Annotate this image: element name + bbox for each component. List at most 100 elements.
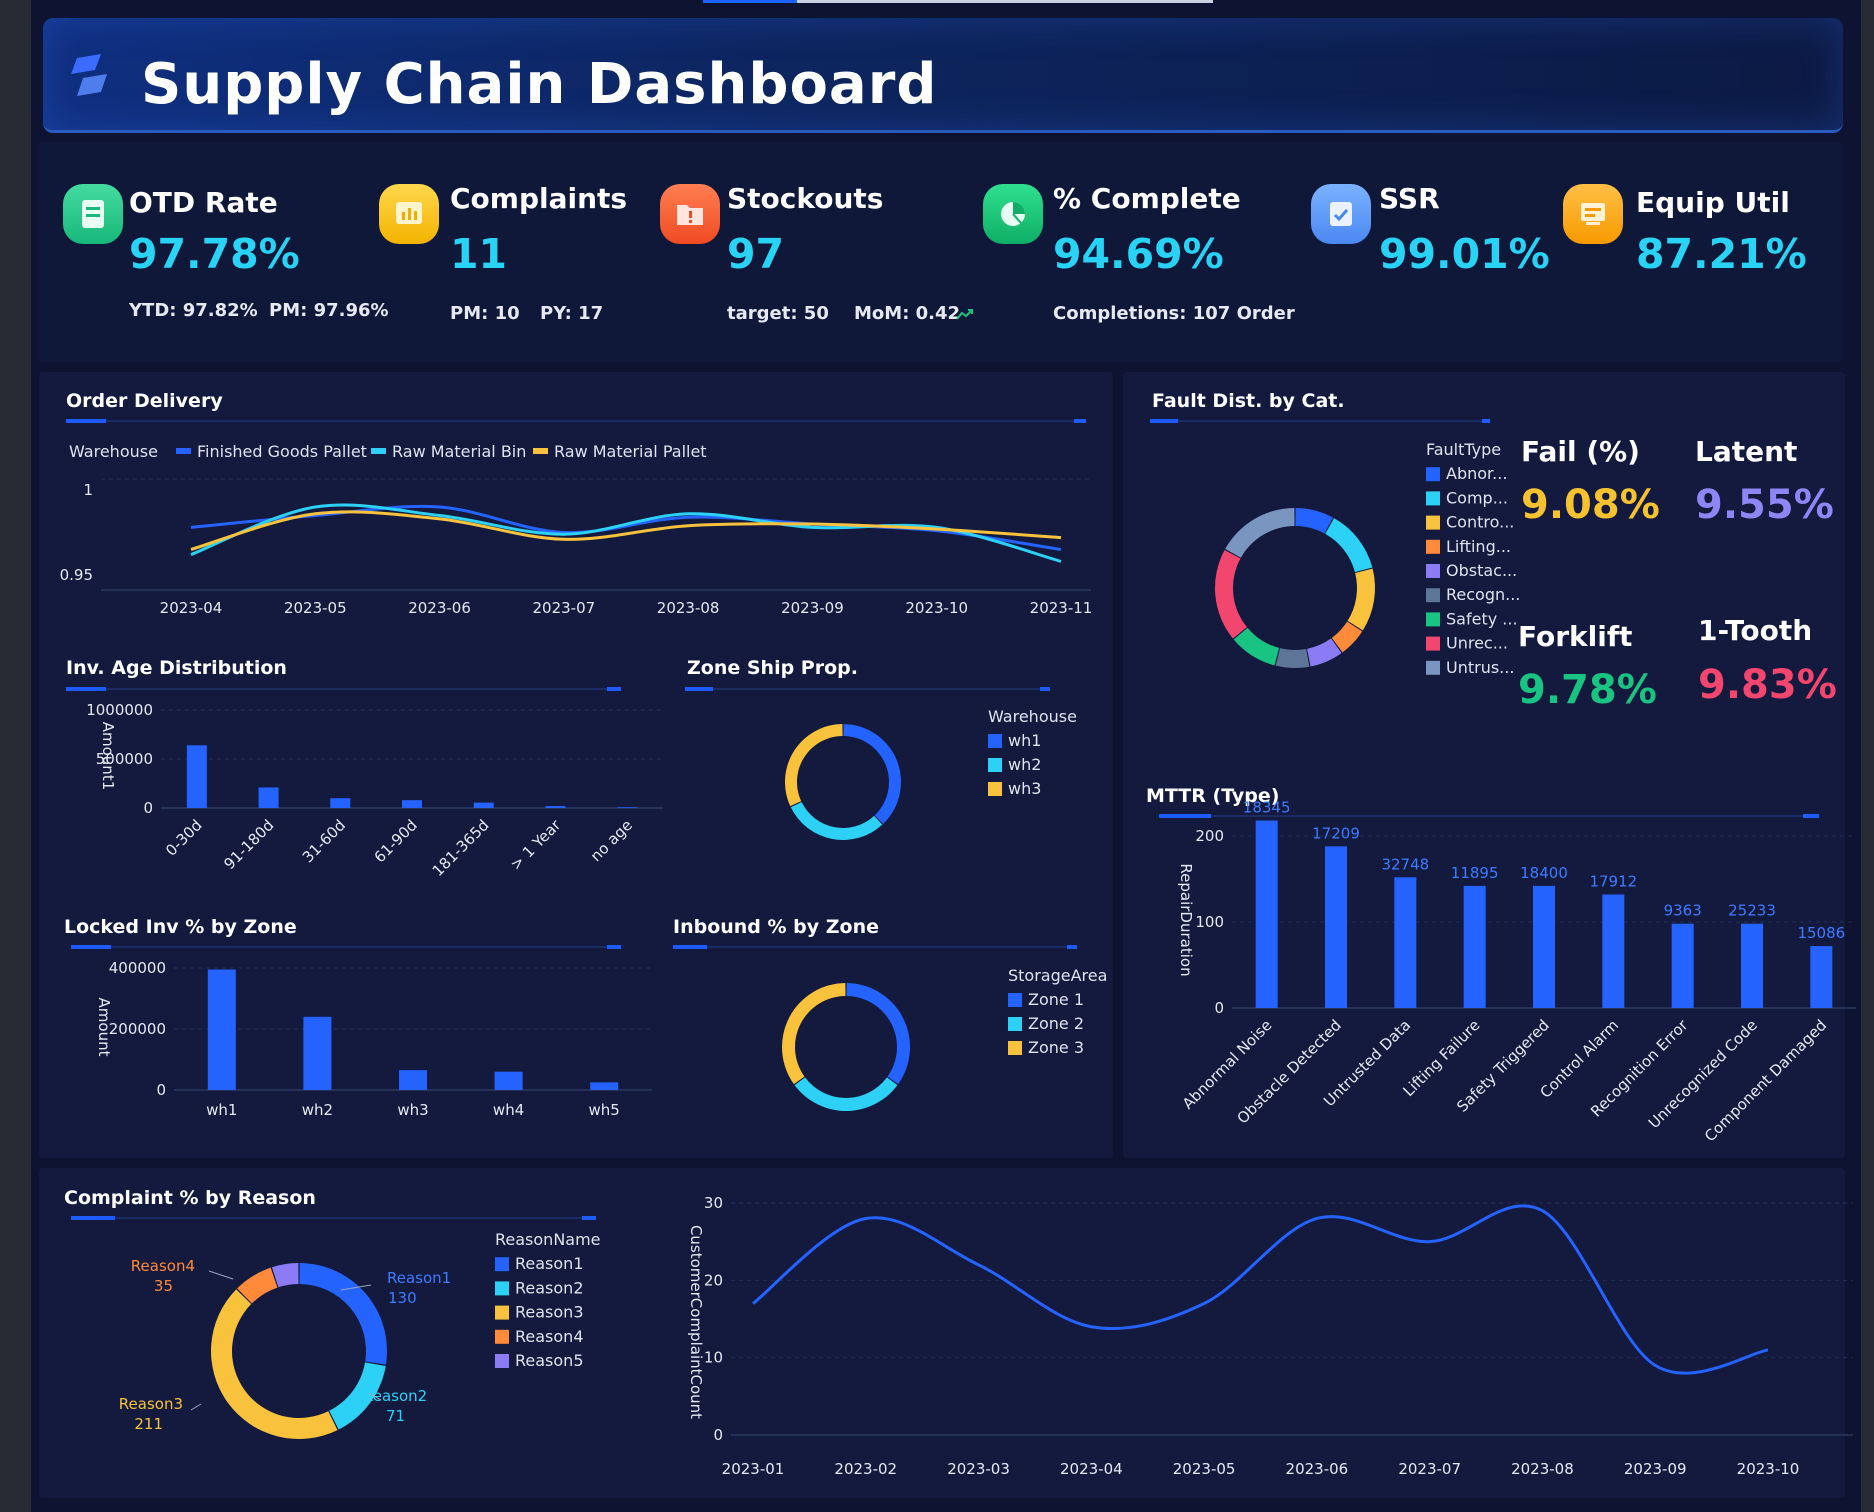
- legend-swatch: [1426, 588, 1440, 603]
- pie-callout-line: [208, 1270, 234, 1280]
- charts-canvas: Warehouse Finished Goods Pallet Raw Materi…: [60, 440, 1856, 1478]
- pie-callout-line: [368, 1392, 382, 1401]
- warning-folder-icon: [660, 184, 720, 244]
- donut-slice: [785, 724, 843, 807]
- title-zone-ship: Zone Ship Prop.: [687, 657, 858, 679]
- page-title: Supply Chain Dashboard: [141, 52, 938, 117]
- bar: [186, 745, 207, 808]
- legend-swatch: [1426, 539, 1440, 554]
- donut-slice: [1275, 648, 1310, 668]
- pie-callout-label: Reason3: [119, 1395, 183, 1413]
- y-tick-label: 200000: [109, 1020, 166, 1038]
- x-tick-label: 181-365d: [429, 816, 493, 880]
- kpi-sub-complete: Completions: 107 Order: [1053, 303, 1295, 324]
- bar-value-label: 11895: [1451, 864, 1499, 882]
- y-tick-label: 0: [713, 1426, 723, 1444]
- top-scroll-indicator: [703, 0, 1213, 3]
- donut-slice: [329, 1362, 386, 1430]
- title-inv-age: Inv. Age Distribution: [66, 657, 287, 679]
- legend-swatch: [1426, 612, 1440, 627]
- legend-swatch: [176, 448, 191, 454]
- x-tick-label: > 1 Year: [507, 816, 565, 874]
- title-underline: [71, 1216, 596, 1220]
- legend-item: Safety ...: [1446, 609, 1518, 628]
- legend-swatch: [495, 1281, 509, 1296]
- bar-value-label: 17209: [1312, 824, 1360, 842]
- legend-item: Zone 2: [1028, 1014, 1084, 1033]
- legend-swatch: [1008, 1017, 1022, 1031]
- kpi-label-complete: % Complete: [1053, 182, 1241, 215]
- donut-slice: [781, 983, 846, 1085]
- pie-callout-line: [190, 1403, 202, 1411]
- fault-kpi-value-latent: 9.55%: [1695, 482, 1834, 528]
- kpi-panel: OTD Rate 97.78% YTD: 97.82% PM: 97.96% C…: [37, 142, 1843, 362]
- legend-item: Reason4: [515, 1327, 584, 1346]
- bar-value-label: 25233: [1728, 902, 1776, 920]
- legend-swatch: [988, 758, 1002, 772]
- donut-slice: [1295, 508, 1334, 534]
- title-underline: [673, 945, 1077, 949]
- kpi-label-stockouts: Stockouts: [727, 182, 884, 215]
- bar-value-label: 18400: [1520, 864, 1568, 882]
- legend-swatch: [1008, 1041, 1022, 1055]
- x-tick-label: 2023-07: [533, 599, 596, 617]
- donut-slice: [1225, 508, 1295, 558]
- x-tick-label: 2023-09: [781, 599, 844, 617]
- donut-slice: [1331, 621, 1363, 653]
- pie-callout-label: 130: [388, 1289, 417, 1307]
- title-underline: [1159, 814, 1819, 818]
- x-tick-label: 2023-10: [1737, 1460, 1800, 1478]
- bar: [590, 1082, 619, 1090]
- legend-item: Reason5: [515, 1351, 584, 1370]
- fault-kpi-label-forklift: Forklift: [1518, 620, 1633, 653]
- y-tick-label: 0: [1214, 999, 1224, 1017]
- y-tick-label: 30: [704, 1194, 723, 1212]
- legend-swatch: [1426, 636, 1440, 651]
- y-tick-label: 0: [156, 1081, 166, 1099]
- donut-slice: [846, 983, 911, 1085]
- legend-swatch: [1426, 564, 1440, 578]
- donut-slice: [210, 1289, 338, 1439]
- x-tick-label: 0-30d: [162, 816, 206, 860]
- bar: [258, 787, 279, 808]
- title-complaint-reason: Complaint % by Reason: [64, 1187, 316, 1209]
- legend-title: Warehouse: [69, 442, 158, 461]
- x-tick-label: wh4: [493, 1101, 524, 1119]
- kpi-sub-otd-pm: PM: 97.96%: [269, 300, 389, 321]
- x-tick-label: 2023-05: [1173, 1460, 1236, 1478]
- kpi-sub-complaints-py: PY: 17: [540, 303, 604, 324]
- legend-item: Raw Material Bin: [392, 442, 526, 461]
- legend-swatch: [533, 448, 548, 454]
- bar: [1602, 894, 1625, 1008]
- fault-kpi-label-tooth: 1-Tooth: [1698, 614, 1813, 647]
- legend-item: Raw Material Pallet: [554, 442, 707, 461]
- right-middle-panel: [1123, 372, 1845, 1158]
- x-tick-label: wh3: [397, 1101, 428, 1119]
- y-tick-label: 0.95: [60, 566, 93, 584]
- title-underline: [66, 419, 1086, 423]
- y-axis-title: Amount: [95, 998, 113, 1057]
- kpi-value-ssr: 99.01%: [1379, 230, 1550, 278]
- kpi-label-otd: OTD Rate: [129, 186, 278, 219]
- legend-swatch: [988, 734, 1002, 748]
- legend-swatch: [495, 1257, 509, 1272]
- x-tick-label: wh5: [589, 1101, 620, 1119]
- legend-title: StorageArea: [1008, 966, 1107, 985]
- y-tick-label: 1: [83, 481, 93, 499]
- title-underline: [685, 687, 1050, 691]
- y-axis-title: CustomerComplaintCount: [687, 1225, 705, 1419]
- legend-title: ReasonName: [495, 1230, 601, 1249]
- y-axis-title: Amount1: [99, 722, 117, 791]
- legend-title: Warehouse: [988, 707, 1077, 726]
- pie-callout-label: Reason2: [363, 1387, 427, 1405]
- y-tick-label: 20: [704, 1271, 723, 1289]
- title-underline: [1150, 419, 1490, 423]
- bar-value-label: 15086: [1797, 924, 1845, 942]
- y-tick-label: 0: [143, 799, 153, 817]
- series-line: [752, 1204, 1769, 1375]
- title-inbound-zone: Inbound % by Zone: [673, 916, 880, 938]
- pie-callout-line: [340, 1284, 372, 1291]
- x-tick-label: wh1: [206, 1101, 237, 1119]
- legend-item: Comp...: [1446, 488, 1508, 507]
- x-tick-label: 2023-07: [1398, 1460, 1461, 1478]
